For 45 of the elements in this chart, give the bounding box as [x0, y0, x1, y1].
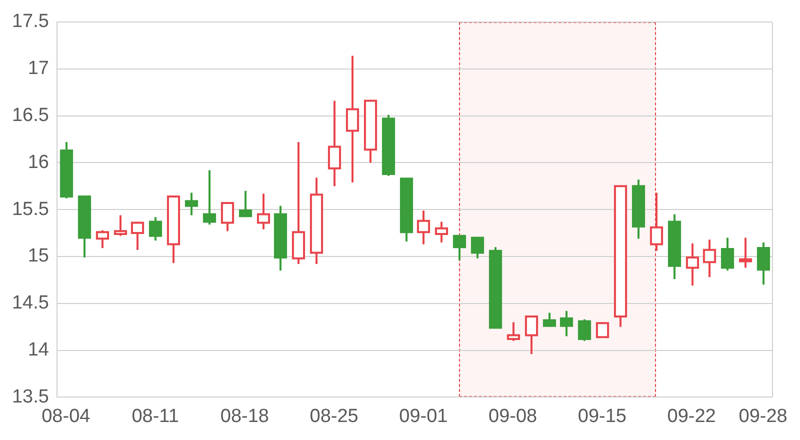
x-tick-label: 09-15: [578, 406, 626, 427]
candlestick: [720, 236, 734, 272]
y-tick-label: 17.5: [12, 11, 49, 32]
candlestick: [596, 321, 610, 338]
y-tick-label: 14: [28, 340, 50, 361]
candlestick: [328, 100, 342, 188]
candlestick: [220, 201, 234, 232]
y-tick-label: 15: [28, 246, 49, 267]
candlestick: [452, 234, 466, 262]
candlestick: [702, 238, 716, 278]
candlestick: [524, 316, 538, 356]
candlestick: [114, 214, 128, 237]
candlestick: [130, 220, 144, 251]
x-tick-label: 08-18: [220, 406, 269, 427]
candlestick: [238, 190, 252, 218]
y-tick-label: 15.5: [12, 198, 49, 220]
candlestick: [560, 310, 574, 338]
y-tick-label: 17: [28, 58, 49, 80]
candlestick: [184, 192, 198, 216]
x-tick-label: 09-01: [399, 406, 448, 427]
candlestick: [346, 54, 360, 184]
candlestick: [256, 192, 270, 230]
candlestick: [650, 192, 664, 252]
candlestick: [470, 236, 484, 260]
candlestick: [738, 236, 752, 269]
candlestick: [96, 229, 110, 250]
candlestick: [686, 242, 700, 287]
y-tick-label: 16.5: [12, 105, 49, 126]
candlestick: [416, 210, 430, 246]
candlestick: [506, 321, 520, 342]
candlestick: [578, 318, 592, 342]
y-tick-label: 14.5: [12, 292, 49, 314]
candlestick: [756, 241, 770, 286]
candlestick: [542, 312, 556, 328]
x-tick-label: 08-25: [310, 406, 358, 427]
x-tick-label: 08-11: [132, 406, 179, 427]
x-tick-label: 09-08: [488, 406, 538, 427]
x-tick-label: 09-22: [667, 406, 716, 427]
y-tick-label: 13.5: [12, 386, 49, 408]
y-tick-label: 16: [28, 152, 49, 173]
x-tick-label: 08-04: [42, 406, 91, 427]
candlestick: [434, 220, 448, 244]
candlestick: [148, 216, 162, 242]
candlestick: [202, 169, 216, 226]
x-tick-label: 09-28: [738, 406, 788, 427]
